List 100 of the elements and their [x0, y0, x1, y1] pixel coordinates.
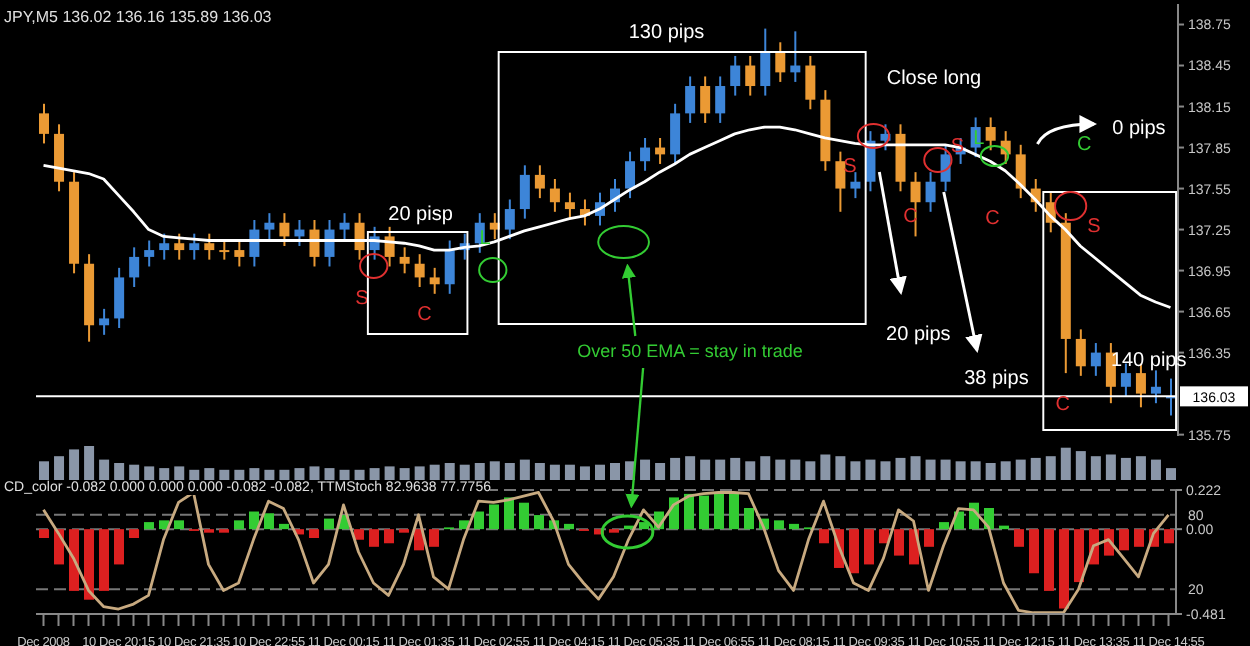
candlestick	[219, 239, 230, 261]
bar	[699, 495, 709, 530]
bar	[1045, 456, 1056, 480]
bar	[1000, 461, 1011, 480]
bar	[69, 529, 79, 591]
candlestick	[234, 239, 245, 268]
bar	[504, 463, 515, 480]
bar	[714, 492, 724, 530]
bar	[1029, 529, 1039, 574]
bar	[159, 468, 170, 480]
candlestick	[129, 246, 140, 288]
bar	[99, 459, 110, 480]
bar	[444, 463, 455, 480]
bar	[895, 457, 906, 480]
bar	[820, 454, 831, 480]
bar	[819, 529, 829, 544]
bar	[279, 523, 289, 530]
line-series	[42, 491, 1170, 614]
candlestick	[895, 123, 906, 193]
candlestick	[144, 239, 155, 268]
bar	[249, 468, 260, 480]
bar	[730, 457, 741, 480]
bar	[970, 461, 981, 480]
bar	[264, 513, 274, 530]
bar	[1030, 457, 1041, 480]
annotation: 0 pips	[1112, 118, 1166, 140]
annotation: S	[950, 136, 965, 158]
bar	[459, 464, 470, 480]
bar	[910, 456, 921, 480]
bar	[579, 466, 590, 480]
bar	[939, 522, 949, 530]
bar	[369, 529, 379, 547]
bar	[369, 468, 380, 480]
candlestick	[625, 150, 636, 200]
bar	[279, 469, 290, 480]
bar	[685, 456, 696, 480]
bar	[835, 456, 846, 480]
bar	[534, 515, 544, 530]
bar	[760, 456, 771, 480]
bar	[1150, 459, 1161, 480]
candlestick	[264, 212, 275, 241]
candlestick	[564, 191, 575, 220]
annotation: 20 pips	[886, 324, 951, 346]
candlestick	[700, 75, 711, 124]
bar	[114, 529, 124, 565]
bar	[594, 464, 605, 480]
bar	[1119, 529, 1129, 551]
bar	[775, 459, 786, 480]
bar	[144, 466, 155, 480]
bar	[234, 469, 245, 480]
bar	[1059, 529, 1069, 609]
bar	[429, 529, 439, 547]
bar	[144, 522, 154, 530]
candlestick	[835, 150, 846, 213]
bar	[309, 529, 319, 538]
bar	[1075, 451, 1086, 480]
candlestick	[685, 75, 696, 124]
bar	[324, 518, 334, 530]
candlestick	[985, 116, 996, 152]
bar	[865, 459, 876, 480]
bar	[879, 529, 889, 544]
bar	[700, 459, 711, 480]
candlestick	[1150, 369, 1161, 405]
bar	[414, 466, 425, 480]
bar	[805, 461, 816, 480]
bar	[54, 456, 65, 480]
bar	[924, 529, 934, 547]
bar	[99, 529, 109, 591]
bar	[1090, 456, 1101, 480]
bar	[1105, 454, 1116, 480]
candlestick	[174, 232, 185, 261]
bar	[1044, 529, 1054, 591]
bar	[684, 493, 694, 530]
bar	[774, 520, 784, 530]
bar	[264, 469, 275, 480]
bar	[474, 463, 485, 480]
bar	[610, 463, 621, 480]
bar	[84, 446, 95, 480]
bar	[640, 459, 651, 480]
candlestick	[99, 307, 110, 336]
candlestick	[640, 136, 651, 172]
annotation: S	[1087, 216, 1101, 238]
candlestick	[670, 102, 681, 165]
bar	[384, 529, 394, 544]
annotation: Close long	[886, 68, 982, 90]
annotation: L	[479, 228, 491, 250]
bar	[39, 461, 50, 480]
bar	[549, 464, 560, 480]
annotation: C	[1077, 134, 1092, 156]
candlestick	[715, 75, 726, 124]
bar	[789, 523, 799, 530]
bar	[69, 449, 80, 480]
candlestick	[745, 54, 756, 97]
candlestick	[775, 41, 786, 83]
candlestick	[399, 246, 410, 275]
candlestick	[189, 232, 200, 261]
bar	[519, 502, 529, 530]
candlestick	[444, 239, 455, 295]
bar	[744, 507, 754, 530]
candlestick	[204, 232, 215, 261]
